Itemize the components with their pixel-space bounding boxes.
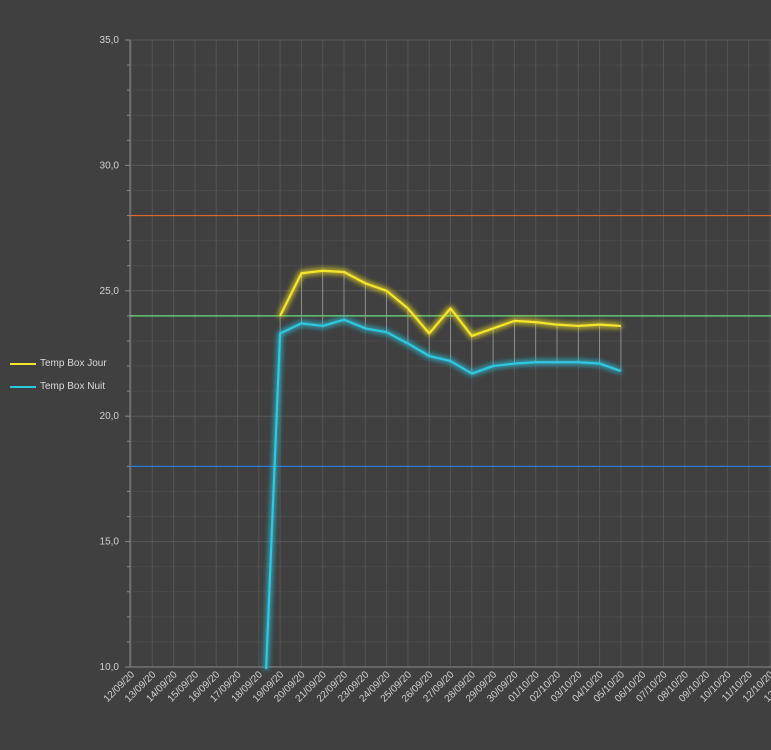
legend-label-jour: Temp Box Jour — [40, 358, 107, 369]
legend: Temp Box Jour Temp Box Nuit — [10, 352, 107, 398]
legend-swatch-jour — [10, 362, 36, 365]
series-line-jour — [279, 269, 621, 338]
y-tick-label: 10,0 — [100, 662, 120, 673]
legend-swatch-nuit — [10, 385, 36, 388]
y-tick-label: 20,0 — [100, 411, 120, 422]
legend-item-nuit: Temp Box Nuit — [10, 375, 107, 398]
series-line-nuit — [265, 318, 622, 670]
y-tick-label: 25,0 — [100, 286, 120, 297]
y-tick-label: 15,0 — [100, 537, 120, 548]
legend-label-nuit: Temp Box Nuit — [40, 381, 106, 392]
y-tick-label: 30,0 — [100, 160, 120, 171]
legend-item-jour: Temp Box Jour — [10, 352, 107, 375]
y-tick-label: 35,0 — [100, 35, 120, 46]
